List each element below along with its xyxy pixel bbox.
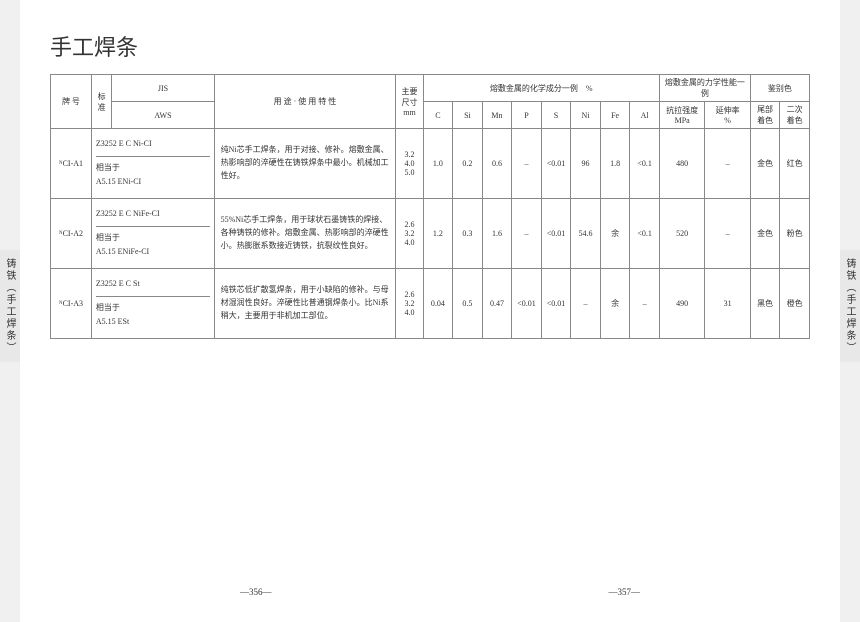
cell-si: 0.3 (453, 199, 483, 269)
cell-si: 0.2 (453, 129, 483, 199)
th-ni: Ni (571, 102, 601, 129)
table-row: ᴺCI-A1Z3252 E C Ni-CI相当于A5.15 ENi-CI纯Ni芯… (51, 129, 810, 199)
cell-spec: Z3252 E C Ni-CI相当于A5.15 ENi-CI (91, 129, 214, 199)
cell-elong: – (705, 199, 750, 269)
cell-ni: 54.6 (571, 199, 601, 269)
table-row: ᴺCI-A2Z3252 E C NiFe-CI相当于A5.15 ENiFe-CI… (51, 199, 810, 269)
cell-color1: 黑色 (750, 269, 780, 339)
th-color-group: 鉴别色 (750, 75, 809, 102)
th-chem-group: 熔敷金属的化学成分一例 % (423, 75, 659, 102)
cell-size: 3.2 4.0 5.0 (396, 129, 423, 199)
th-s: S (541, 102, 571, 129)
page-number-right: —357— (609, 587, 641, 597)
cell-tensile: 480 (659, 129, 704, 199)
cell-fe: 1.8 (600, 129, 630, 199)
side-tab-right: 铸铁（手工焊条） (840, 250, 860, 362)
th-standard: 标 准 (91, 75, 111, 129)
th-al: Al (630, 102, 660, 129)
th-c: C (423, 102, 453, 129)
th-aws: AWS (112, 102, 214, 129)
th-tensile: 抗拉强度 MPa (659, 102, 704, 129)
cell-grade: ᴺCI-A3 (51, 269, 92, 339)
cell-color2: 橙色 (780, 269, 810, 339)
cell-c: 1.0 (423, 129, 453, 199)
cell-tensile: 520 (659, 199, 704, 269)
th-mech-group: 熔敷金属的力学性能一例 (659, 75, 750, 102)
cell-usage: 55%Ni芯手工焊条，用于球状石墨铸铁的焊接、各种铸铁的修补。熔敷金属、热影响部… (214, 199, 396, 269)
page-number-left: —356— (240, 587, 272, 597)
cell-al: <0.1 (630, 129, 660, 199)
cell-mn: 1.6 (482, 199, 512, 269)
cell-elong: 31 (705, 269, 750, 339)
cell-p: <0.01 (512, 269, 542, 339)
page-title: 手工焊条 (50, 30, 810, 62)
cell-fe: 余 (600, 269, 630, 339)
side-tab-left: 铸铁（手工焊条） (0, 250, 20, 362)
table-body: ᴺCI-A1Z3252 E C Ni-CI相当于A5.15 ENi-CI纯Ni芯… (51, 129, 810, 339)
cell-p: – (512, 199, 542, 269)
cell-color1: 金色 (750, 129, 780, 199)
cell-color2: 粉色 (780, 199, 810, 269)
cell-size: 2.6 3.2 4.0 (396, 269, 423, 339)
cell-tensile: 490 (659, 269, 704, 339)
cell-mn: 0.47 (482, 269, 512, 339)
th-fe: Fe (600, 102, 630, 129)
cell-si: 0.5 (453, 269, 483, 339)
cell-grade: ᴺCI-A2 (51, 199, 92, 269)
th-usage: 用 途 · 使 用 特 性 (214, 75, 396, 129)
page: 手工焊条 牌 号 标 准 JIS 用 途 · 使 用 特 性 主要 尺寸 mm … (20, 0, 840, 622)
cell-usage: 纯Ni芯手工焊条，用于对接、修补。熔敷金属、热影响部的淬硬性在铸铁焊条中最小。机… (214, 129, 396, 199)
cell-grade: ᴺCI-A1 (51, 129, 92, 199)
cell-mn: 0.6 (482, 129, 512, 199)
cell-size: 2.6 3.2 4.0 (396, 199, 423, 269)
cell-c: 0.04 (423, 269, 453, 339)
cell-color1: 金色 (750, 199, 780, 269)
cell-usage: 纯铁芯低扩散氢焊条，用于小缺陷的修补。与母材湿润性良好。淬硬性比普通钢焊条小。比… (214, 269, 396, 339)
cell-fe: 余 (600, 199, 630, 269)
th-color1: 尾部 着色 (750, 102, 780, 129)
cell-al: – (630, 269, 660, 339)
th-si: Si (453, 102, 483, 129)
welding-table: 牌 号 标 准 JIS 用 途 · 使 用 特 性 主要 尺寸 mm 熔敷金属的… (50, 74, 810, 339)
th-mn: Mn (482, 102, 512, 129)
table-row: ᴺCI-A3Z3252 E C St相当于A5.15 ESt纯铁芯低扩散氢焊条，… (51, 269, 810, 339)
th-color2: 二次 着色 (780, 102, 810, 129)
th-elong: 延伸率 % (705, 102, 750, 129)
cell-s: <0.01 (541, 269, 571, 339)
cell-elong: – (705, 129, 750, 199)
cell-ni: 96 (571, 129, 601, 199)
cell-color2: 红色 (780, 129, 810, 199)
cell-al: <0.1 (630, 199, 660, 269)
th-size: 主要 尺寸 mm (396, 75, 423, 129)
cell-s: <0.01 (541, 199, 571, 269)
th-jis: JIS (112, 75, 214, 102)
cell-ni: – (571, 269, 601, 339)
cell-p: – (512, 129, 542, 199)
cell-c: 1.2 (423, 199, 453, 269)
th-grade: 牌 号 (51, 75, 92, 129)
cell-s: <0.01 (541, 129, 571, 199)
cell-spec: Z3252 E C NiFe-CI相当于A5.15 ENiFe-CI (91, 199, 214, 269)
cell-spec: Z3252 E C St相当于A5.15 ESt (91, 269, 214, 339)
table-header: 牌 号 标 准 JIS 用 途 · 使 用 特 性 主要 尺寸 mm 熔敷金属的… (51, 75, 810, 129)
th-p: P (512, 102, 542, 129)
